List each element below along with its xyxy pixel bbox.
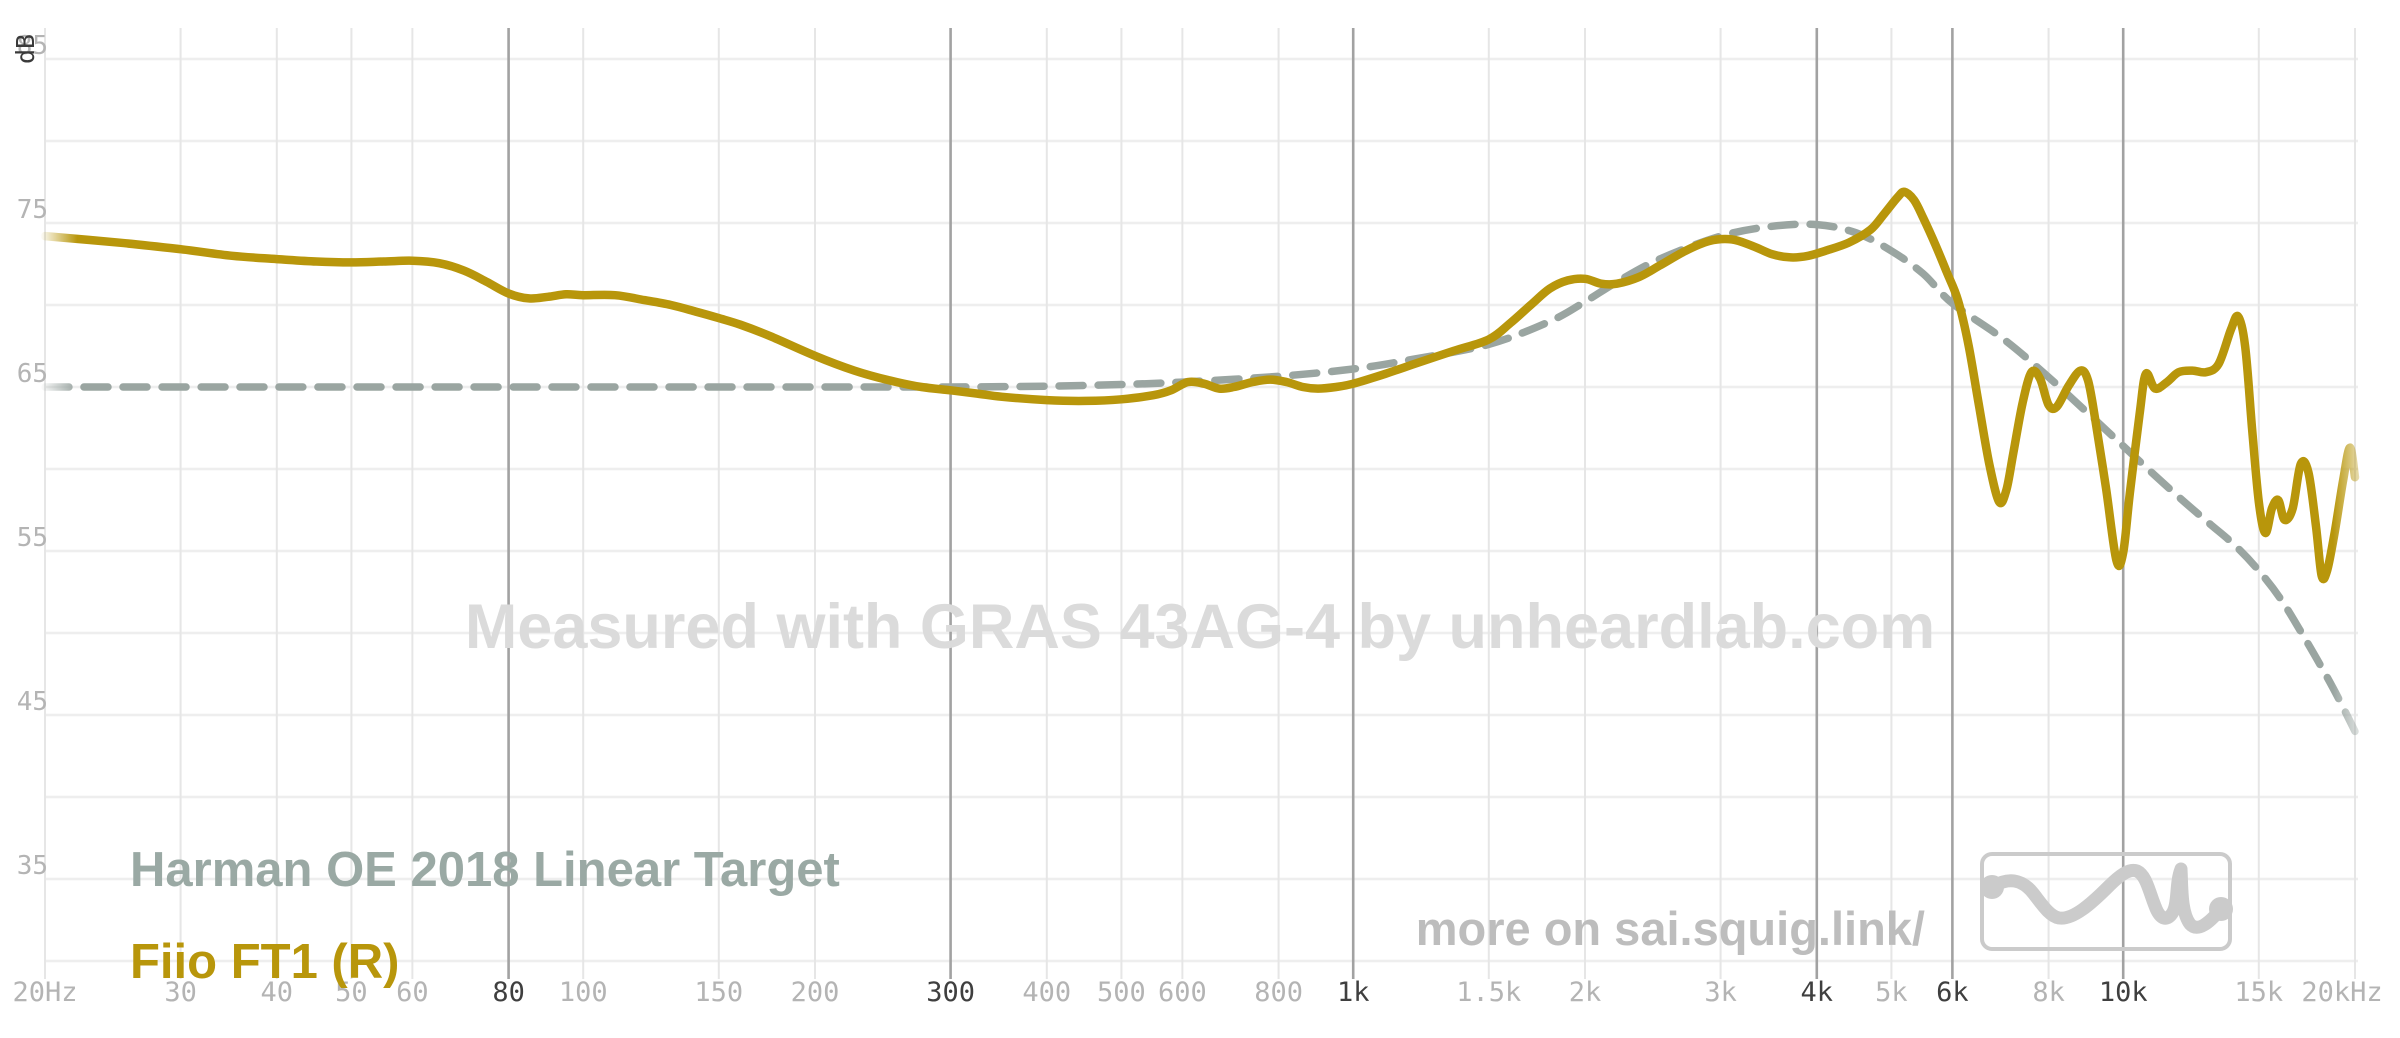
legend-target-label: Harman OE 2018 Linear Target (130, 843, 840, 897)
x-tick-label-20kHz: 20kHz (2301, 977, 2382, 1008)
x-tick-label-80: 80 (492, 977, 525, 1008)
y-tick-label-75: 75 (17, 195, 48, 225)
y-tick-label-85: 85 (17, 31, 48, 61)
x-tick-label-5k: 5k (1875, 977, 1908, 1008)
x-tick-label-30: 30 (164, 977, 197, 1008)
legend-device-label: Fiio FT1 (R) (130, 935, 399, 989)
y-tick-label-55: 55 (17, 523, 48, 553)
x-tick-label-50: 50 (335, 977, 368, 1008)
curve-measurement (40, 187, 2360, 584)
x-tick-label-600: 600 (1158, 977, 1207, 1008)
x-tick-label-400: 400 (1022, 977, 1071, 1008)
x-tick-label-10k: 10k (2099, 977, 2148, 1008)
x-tick-label-1k: 1k (1337, 977, 1370, 1008)
x-tick-label-100: 100 (559, 977, 608, 1008)
x-tick-label-800: 800 (1254, 977, 1303, 1008)
x-tick-label-40: 40 (261, 977, 294, 1008)
x-tick-label-2k: 2k (1569, 977, 1602, 1008)
x-tick-label-200: 200 (791, 977, 840, 1008)
axis-tick-labels: 20Hz 30 40 50 60 80 100 150 200 300 400 500 600 800 1k… (12, 31, 2382, 1008)
x-tick-label-4k: 4k (1801, 977, 1834, 1008)
y-tick-label-35: 35 (17, 851, 48, 881)
squig-logo-icon (1980, 852, 2233, 951)
x-tick-label-300: 300 (926, 977, 975, 1008)
x-tick-label-6k: 6k (1936, 977, 1969, 1008)
y-tick-label-65: 65 (17, 359, 48, 389)
watermark-text: Measured with GRAS 43AG-4 by unheardlab.… (465, 592, 1935, 662)
more-on-link[interactable]: more on sai.squig.link/ (1416, 902, 1925, 955)
x-tick-label-3k: 3k (1704, 977, 1737, 1008)
curves (40, 187, 2360, 736)
x-tick-label-150: 150 (694, 977, 743, 1008)
x-tick-label-15k: 15k (2234, 977, 2283, 1008)
y-tick-label-45: 45 (17, 687, 48, 717)
x-tick-label-20Hz: 20Hz (12, 977, 77, 1008)
y-axis-unit-label: dB (11, 34, 40, 64)
curve-target (41, 220, 2359, 736)
gridlines (44, 28, 2358, 979)
x-tick-label-60: 60 (396, 977, 429, 1008)
x-tick-label-8k: 8k (2032, 977, 2065, 1008)
x-tick-label-1.5k: 1.5k (1456, 977, 1521, 1008)
x-tick-label-500: 500 (1097, 977, 1146, 1008)
